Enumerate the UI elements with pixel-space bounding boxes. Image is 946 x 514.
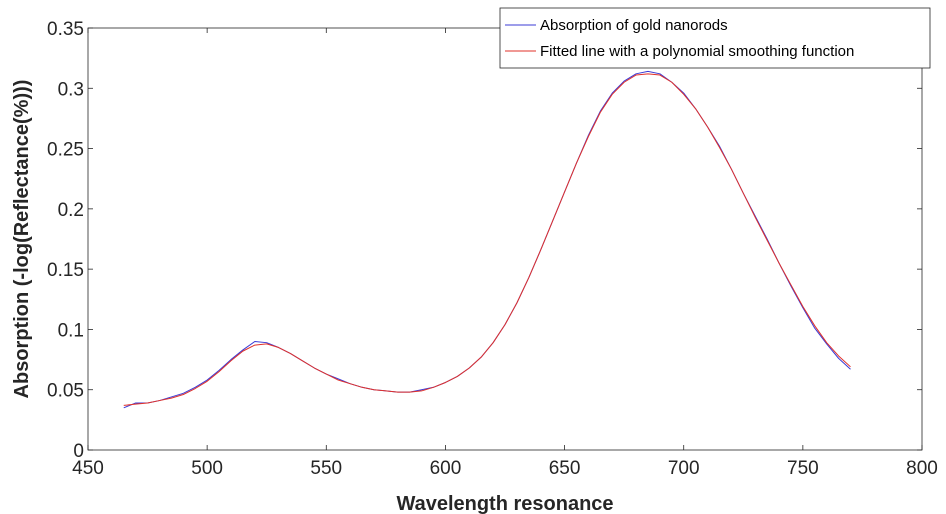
x-tick-label: 700 [668,458,700,479]
y-tick-label: 0.05 [47,381,84,402]
y-tick-label: 0.1 [58,320,84,341]
y-tick-label: 0.15 [47,260,84,281]
y-axis-label: Absorption (-log(Reflectance(%))) [11,80,33,399]
legend-label-absorption: Absorption of gold nanorods [540,17,728,34]
axes-layer: 450 500 550 600 650 700 750 800 0 0.05 0.1 0.15 0.2 0… [47,19,938,479]
y-tick-label: 0.3 [58,79,84,100]
series-layer [123,70,851,409]
legend-box [499,7,931,69]
x-tick-label: 650 [549,458,581,479]
x-tick-label: 600 [430,458,462,479]
x-tick-label: 800 [906,458,938,479]
series-line-1 [123,73,851,406]
x-tick-label: 500 [191,458,223,479]
y-tick-label: 0.25 [47,140,84,161]
x-axis-label: Wavelength resonance [396,493,613,514]
y-tick-label: 0 [73,441,84,462]
legend: Absorption of gold nanorods Fitted line … [499,7,931,69]
y-tick-label: 0.35 [47,19,84,40]
legend-label-fitted: Fitted line with a polynomial smoothing … [540,43,854,60]
plot-area [88,28,922,450]
x-tick-label: 750 [787,458,819,479]
x-tick-label: 550 [310,458,342,479]
y-tick-label: 0.2 [58,200,84,221]
x-tick-label: 450 [72,458,104,479]
